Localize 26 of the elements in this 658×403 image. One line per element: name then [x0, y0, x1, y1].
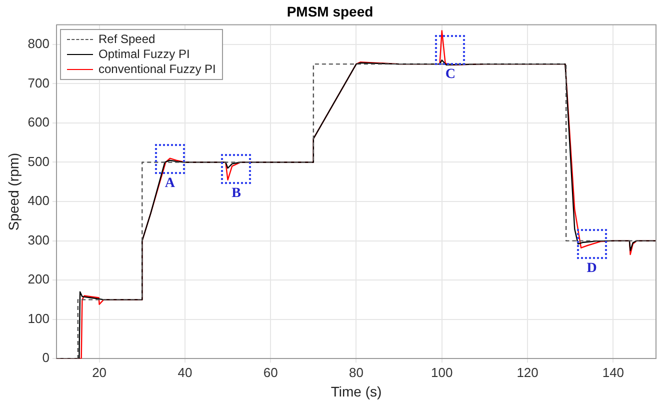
annotation: B: [232, 186, 241, 202]
annotation: A: [164, 176, 176, 192]
legend-label: Optimal Fuzzy PI: [98, 46, 190, 62]
x-tick-label: 120: [516, 364, 538, 380]
y-tick-label: 200: [28, 272, 50, 287]
x-tick-label: 40: [178, 364, 192, 380]
x-tick-label: 140: [602, 364, 624, 380]
annotation: D: [586, 260, 597, 277]
legend-label: conventional Fuzzy PI: [98, 62, 216, 77]
legend-label: Ref Speed: [98, 32, 156, 47]
annotation: C: [445, 67, 456, 84]
y-tick-label: 700: [28, 75, 50, 90]
y-tick-label: 300: [28, 232, 50, 248]
y-tick-label: 500: [28, 154, 50, 169]
y-axis-title: Speed (rpm): [5, 152, 22, 231]
y-tick-label: 400: [28, 193, 50, 208]
x-tick-label: 100: [431, 364, 453, 380]
x-tick-label: 80: [349, 364, 364, 380]
x-axis-title: Time (s): [330, 383, 382, 400]
y-tick-label: 600: [28, 114, 50, 130]
y-tick-label: 0: [42, 350, 50, 366]
x-tick-label: 20: [92, 364, 107, 380]
chart-title: PMSM speed: [286, 3, 374, 20]
y-tick-label: 100: [28, 310, 50, 326]
y-tick-label: 800: [28, 36, 50, 52]
x-tick-label: 60: [263, 364, 278, 380]
